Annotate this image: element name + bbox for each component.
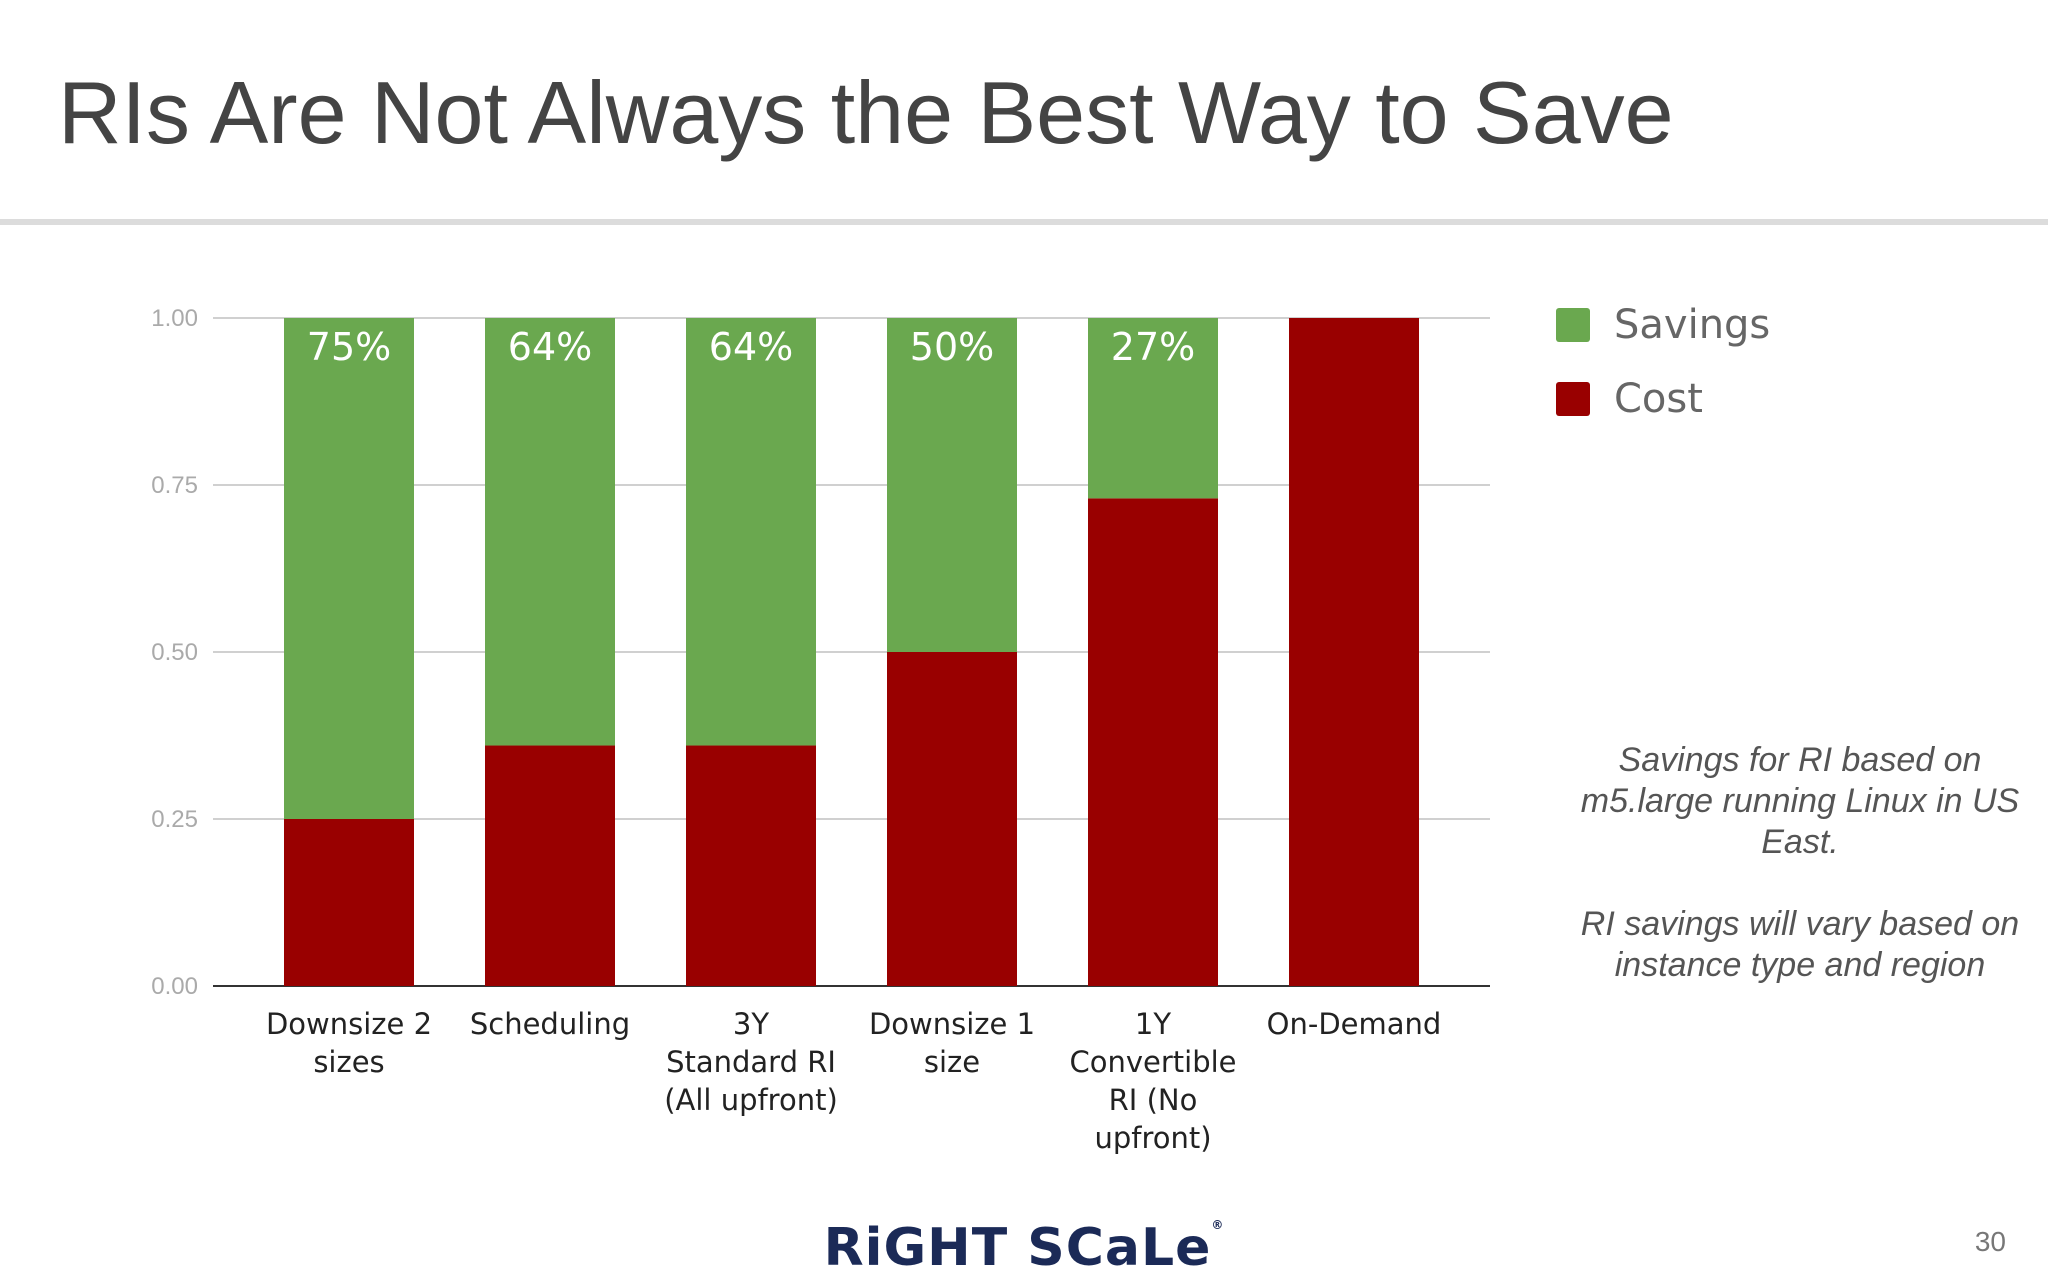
y-tick-label: 0.75 [151, 472, 198, 499]
x-tick-label-line: sizes [313, 1045, 384, 1079]
logo-text: RiGHT SCaLe [823, 1218, 1212, 1278]
bar-savings [887, 318, 1017, 652]
title-divider [0, 219, 2048, 225]
legend-label-savings: Savings [1614, 302, 1770, 348]
page-number: 30 [1974, 1226, 2006, 1257]
x-tick-label-line: Standard RI [666, 1045, 836, 1079]
bar-savings [1088, 318, 1218, 499]
footnote-line-2: RI savings will vary based on instance t… [1580, 905, 2020, 984]
bar-cost [284, 819, 414, 986]
bar-cost [485, 745, 615, 986]
y-tick-label: 0.00 [151, 973, 198, 1000]
x-tick-label: Downsize 1 size [869, 1007, 1035, 1079]
x-tick-label-line: size [924, 1045, 980, 1079]
x-tick-label-line: (All upfront) [664, 1083, 838, 1117]
bar-savings [686, 318, 816, 746]
x-tick-label-line: Downsize 2 [266, 1007, 432, 1041]
x-tick-label: 3Y Standard RI (All upfront) [664, 1007, 838, 1117]
y-tick-label: 1.00 [151, 305, 198, 332]
bar-cost [887, 652, 1017, 986]
rightscale-logo: RiGHT SCaLe® [0, 1218, 2048, 1278]
bar-savings [284, 318, 414, 819]
data-label: 75% [307, 325, 391, 369]
x-tick-label-line: On-Demand [1267, 1007, 1442, 1041]
bar-savings [485, 318, 615, 746]
x-tick-label-line: Downsize 1 [869, 1007, 1035, 1041]
bar-cost [686, 745, 816, 986]
data-label: 64% [709, 325, 793, 369]
legend-swatch-savings [1556, 308, 1590, 342]
x-tick-label-line: 3Y [733, 1007, 769, 1041]
logo-registered-mark: ® [1211, 1218, 1225, 1232]
x-tick-label-line: upfront) [1094, 1121, 1211, 1155]
x-tick-label: 1Y Convertible RI (No upfront) [1069, 1007, 1236, 1155]
y-tick-label: 0.25 [151, 806, 198, 833]
legend-label-cost: Cost [1614, 376, 1703, 422]
footnote-line-1: Savings for RI based on m5.large running… [1580, 741, 2020, 861]
bar-cost [1088, 498, 1218, 986]
data-label: 50% [910, 325, 994, 369]
x-tick-label-line: Convertible [1069, 1045, 1236, 1079]
data-label: 27% [1111, 325, 1195, 369]
x-tick-label-line: 1Y [1135, 1007, 1171, 1041]
data-label: 64% [508, 325, 592, 369]
x-tick-label-line: Scheduling [470, 1007, 630, 1041]
x-tick-label: On-Demand [1267, 1007, 1442, 1041]
y-tick-label: 0.50 [151, 639, 198, 666]
x-tick-label: Downsize 2 sizes [266, 1007, 432, 1079]
legend-swatch-cost [1556, 382, 1590, 416]
slide-title: RIs Are Not Always the Best Way to Save [58, 63, 1674, 162]
x-tick-label-line: RI (No [1109, 1083, 1198, 1117]
bar-cost [1289, 318, 1419, 986]
x-tick-label: Scheduling [470, 1007, 630, 1041]
footnote: Savings for RI based on m5.large running… [1580, 740, 2020, 986]
